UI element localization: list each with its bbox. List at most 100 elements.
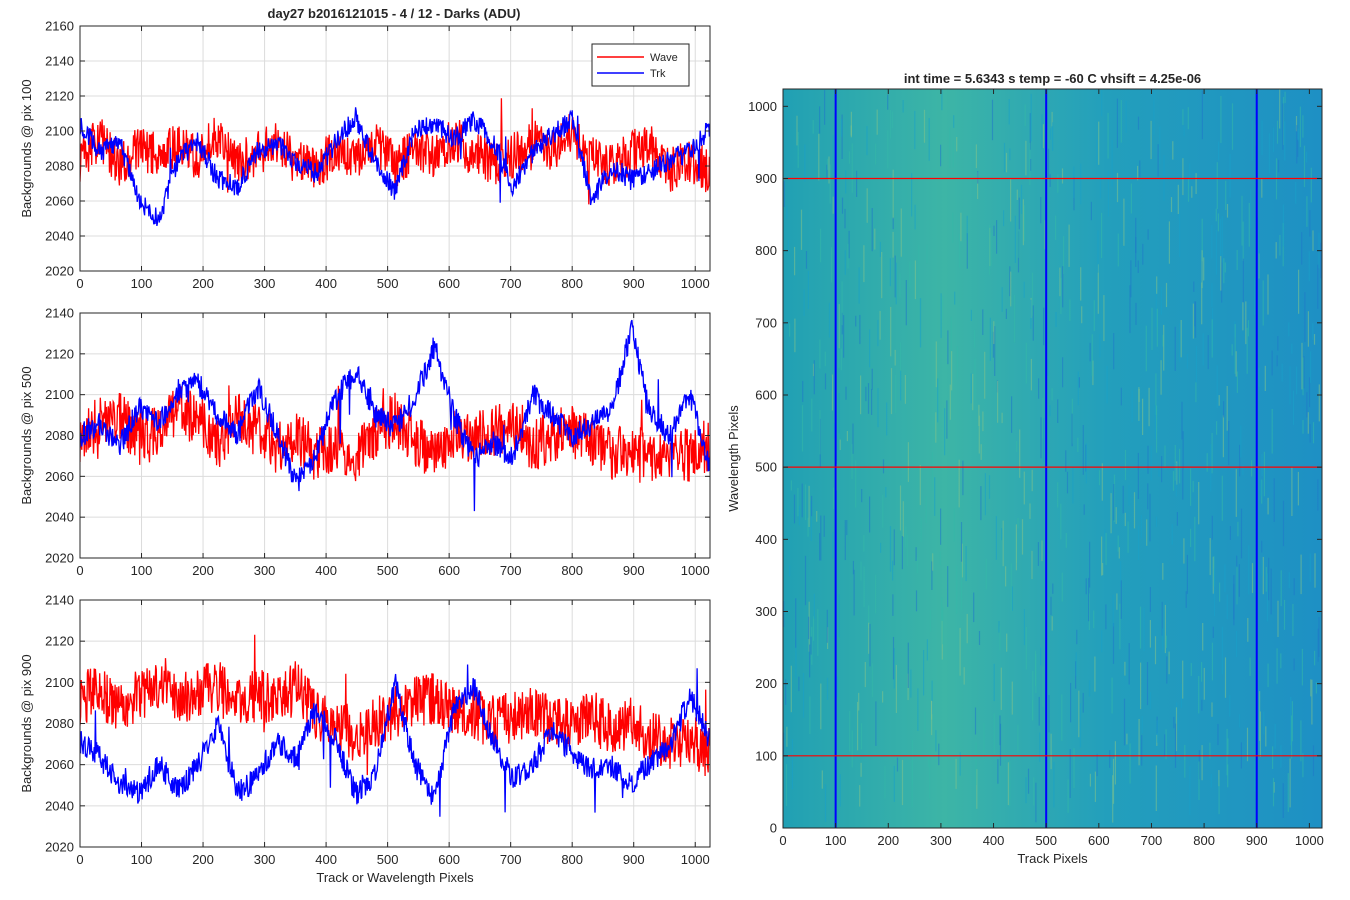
x-tick-label: 500: [377, 563, 399, 578]
heatmap-cell: [1061, 572, 1063, 602]
heatmap-cell: [879, 241, 881, 257]
heatmap-cell: [1104, 529, 1106, 541]
heatmap-cell: [1083, 504, 1085, 515]
heatmap-cell: [1101, 463, 1103, 501]
heatmap-cell: [1039, 732, 1041, 762]
heatmap-cell: [1306, 196, 1308, 227]
heatmap-cell: [1192, 303, 1194, 339]
heatmap-cell: [863, 566, 865, 607]
heatmap-cell: [1293, 658, 1295, 671]
heatmap-cell: [1279, 234, 1281, 256]
heatmap-cell: [1002, 520, 1004, 567]
heatmap-cell: [852, 423, 854, 454]
heatmap-cell: [1150, 445, 1152, 481]
heatmap-cell: [1236, 371, 1238, 393]
heatmap-cell: [818, 133, 820, 181]
heatmap-cell: [989, 224, 991, 275]
heatmap-cell: [1304, 292, 1306, 342]
heatmap-cell: [841, 281, 843, 326]
heatmap-cell: [1274, 723, 1276, 749]
heatmap-cell: [891, 111, 893, 128]
heatmap-cell: [1098, 470, 1101, 486]
heatmap-cell: [919, 465, 921, 506]
heatmap-cell: [836, 676, 838, 698]
heatmap-cell: [1198, 761, 1200, 800]
heatmap-cell: [804, 555, 807, 606]
heatmap-cell: [1281, 363, 1283, 382]
heatmap-cell: [1010, 271, 1012, 307]
heatmap-cell: [855, 315, 857, 327]
heatmap-cell: [1284, 121, 1286, 161]
heatmap-cell: [905, 526, 907, 548]
heatmap-cell: [1030, 358, 1032, 391]
heatmap-cell: [1027, 768, 1030, 794]
heatmap-cell: [1177, 184, 1179, 214]
x-tick-label: 700: [500, 852, 522, 867]
heatmap-cell: [1031, 550, 1033, 580]
heatmap-cell: [1143, 607, 1145, 652]
x-axis-label: Track or Wavelength Pixels: [316, 870, 474, 885]
heatmap-cell: [831, 374, 834, 411]
heatmap-cell: [851, 730, 853, 768]
heatmap-cell: [838, 393, 840, 434]
heatmap-cell: [1051, 388, 1053, 401]
heatmap-cell: [1015, 524, 1017, 571]
heatmap-cell: [1239, 444, 1241, 477]
heatmap-cell: [1302, 115, 1304, 138]
heatmap-cell: [1250, 189, 1252, 229]
heatmap-cell: [1072, 467, 1074, 504]
heatmap-cell: [785, 679, 787, 705]
heatmap-cell: [794, 246, 796, 276]
heatmap-cell: [1029, 503, 1031, 519]
heatmap-cell: [1099, 176, 1102, 199]
heatmap-cell: [1236, 567, 1238, 605]
heatmap-cell: [1156, 276, 1158, 294]
x-tick-label: 800: [561, 563, 583, 578]
heatmap-cell: [1030, 299, 1032, 329]
heatmap-cell: [926, 244, 928, 264]
heatmap-cell: [925, 496, 927, 523]
heatmap-cell: [1041, 540, 1043, 562]
heatmap-cell: [994, 326, 996, 376]
heatmap-cell: [1235, 631, 1238, 657]
heatmap-cell: [1182, 660, 1184, 699]
heatmap-cell: [1228, 421, 1230, 466]
heatmap-cell: [852, 560, 854, 575]
heatmap-cell: [1023, 281, 1025, 298]
heatmap-cell: [1312, 323, 1314, 340]
heatmap-cell: [1116, 98, 1118, 148]
heatmap-cell: [1059, 267, 1061, 297]
heatmap-cell: [1272, 746, 1274, 769]
heatmap-cell: [1107, 112, 1109, 159]
heatmap-cell: [1242, 221, 1244, 261]
y-tick-label: 2020: [45, 264, 74, 279]
heatmap-cell: [1142, 243, 1144, 265]
heatmap-cell: [906, 534, 908, 567]
heatmap-cell: [926, 639, 928, 661]
heatmap-cell: [786, 726, 788, 747]
heatmap-cell: [1198, 482, 1200, 525]
y-tick-label: 2040: [45, 798, 74, 813]
heatmap-cell: [977, 172, 979, 199]
heatmap-cell: [1224, 564, 1226, 593]
y-tick-label: 2060: [45, 757, 74, 772]
heatmap-cell: [1149, 493, 1151, 542]
heatmap-cell: [949, 384, 951, 420]
y-tick-label: 2100: [45, 387, 74, 402]
heatmap-cell: [1317, 479, 1319, 511]
heatmap-cell: [1126, 733, 1128, 745]
heatmap-cell: [1014, 215, 1016, 263]
heatmap-cell: [930, 609, 932, 632]
heatmap-cell: [1263, 711, 1265, 735]
heatmap-cell: [1053, 761, 1055, 808]
heatmap-cell: [812, 363, 815, 377]
heatmap-cell: [983, 723, 985, 759]
axes-pix-900: 0 100 200 300 400 500 600 700 800 900 1000 2020 2040…: [19, 593, 711, 885]
heatmap-cell: [1223, 401, 1225, 418]
heatmap-cell: [1025, 342, 1027, 384]
axes-frame: [79, 25, 711, 272]
heatmap-cell: [1069, 299, 1071, 322]
heatmap-cell: [1105, 604, 1107, 630]
heatmap-cell: [1038, 696, 1040, 726]
heatmap-cell: [990, 233, 992, 266]
